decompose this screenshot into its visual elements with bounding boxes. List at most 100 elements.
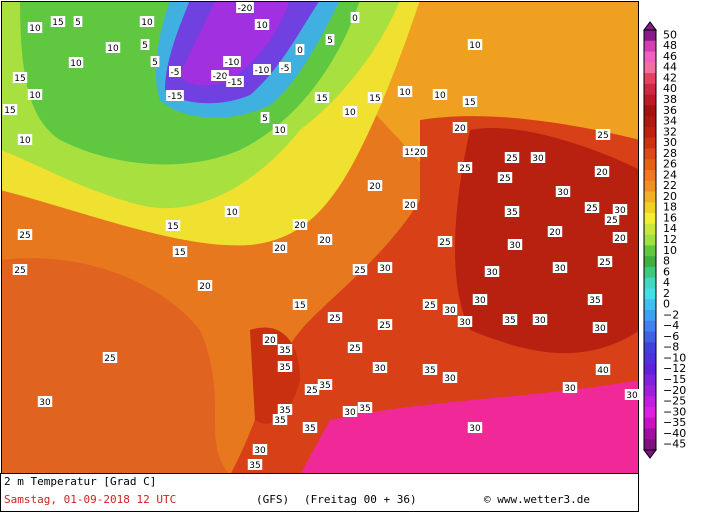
temp-label-box [302, 422, 318, 433]
temp-label: 10 [70, 59, 82, 69]
temp-label: 20 [274, 244, 286, 254]
temp-label-box [402, 199, 418, 210]
temp-label-box [37, 396, 53, 407]
temp-label-box [325, 34, 335, 45]
temp-label: 15 [369, 94, 380, 104]
temp-label-box [367, 92, 383, 103]
temp-label: 30 [509, 241, 521, 251]
legend-label: −4 [663, 319, 679, 332]
temp-label: 15 [294, 301, 305, 311]
legend-label: 28 [663, 147, 677, 160]
legend-label: −2 [663, 308, 679, 321]
temp-label-box [279, 62, 291, 73]
temp-label-box [150, 56, 160, 67]
temp-label: 5 [327, 36, 333, 46]
temp-label: 35 [279, 346, 290, 356]
temp-label: 10 [344, 108, 356, 118]
temp-label-box [595, 129, 611, 140]
temp-label-box [197, 280, 213, 291]
temp-label: 25 [599, 258, 610, 268]
temp-label-box [562, 382, 578, 393]
legend-swatch [644, 40, 656, 53]
temp-label: 30 [486, 268, 498, 278]
legend-swatch [644, 148, 656, 160]
temp-label-box [17, 134, 33, 145]
legend-label: −35 [663, 416, 686, 429]
temp-label-box [504, 152, 520, 163]
temp-label-box [432, 89, 448, 100]
temp-label: 5 [262, 114, 268, 124]
legend-label: 48 [663, 39, 677, 52]
legend-swatch [644, 202, 656, 214]
temp-label-box [472, 294, 488, 305]
temp-label-box [262, 334, 278, 345]
temp-label-box [12, 72, 28, 83]
legend-label: −12 [663, 362, 686, 375]
temp-label: 30 [374, 364, 386, 374]
temp-label: 15 [4, 106, 15, 116]
legend-label: 0 [663, 298, 670, 311]
legend-swatch [644, 331, 656, 343]
temp-label: 20 [414, 148, 426, 158]
temp-label: 30 [614, 206, 626, 216]
legend-swatch [644, 266, 656, 279]
legend-label: 38 [663, 93, 677, 106]
temp-label: 30 [344, 408, 356, 418]
legend-swatch [644, 439, 656, 451]
temp-label-box [347, 342, 363, 353]
legend-swatch [644, 170, 656, 182]
temp-label-box [254, 19, 270, 30]
temp-label-box [592, 322, 608, 333]
temp-label-box [272, 242, 288, 253]
temp-label-box [236, 2, 254, 13]
legend-label: −40 [663, 427, 686, 440]
temp-label-box [68, 57, 84, 68]
temp-label-box [462, 96, 478, 107]
temp-label: 5 [142, 41, 148, 51]
temp-label-box [317, 379, 333, 390]
temp-label-box [172, 246, 188, 257]
temp-label-box [166, 90, 184, 101]
temp-label: 30 [532, 154, 544, 164]
temp-label-box [547, 226, 563, 237]
temp-label-box [17, 229, 33, 240]
legend-swatch [644, 116, 656, 128]
legend-label: 46 [663, 50, 677, 63]
legend-swatch [644, 385, 656, 397]
temp-label-box [587, 294, 603, 305]
temp-label-box [272, 124, 288, 135]
temp-label: 30 [564, 384, 576, 394]
temp-label: 15 [52, 18, 63, 28]
legend-swatch [644, 353, 656, 365]
legend-swatch [644, 94, 656, 106]
temp-label: 35 [319, 381, 330, 391]
temp-label-box [304, 384, 320, 395]
legend-label: −15 [663, 373, 686, 386]
temp-label-box [342, 106, 358, 117]
temp-label-box [165, 220, 181, 231]
temp-label: 35 [359, 404, 370, 414]
temp-label-box [584, 202, 600, 213]
temp-label: 35 [504, 316, 515, 326]
temp-label: 10 [19, 136, 31, 146]
temp-label: 20 [596, 168, 608, 178]
temp-label: 35 [589, 296, 600, 306]
temp-label-box [357, 402, 373, 413]
temp-label-box [342, 406, 358, 417]
temp-label-box [377, 262, 393, 273]
legend-swatch [644, 223, 656, 236]
temp-label: 20 [264, 336, 276, 346]
legend-frame [643, 29, 657, 451]
legend-label: 20 [663, 190, 677, 203]
temp-label: 10 [29, 91, 41, 101]
temp-label: 30 [554, 264, 566, 274]
temp-label: 30 [459, 318, 471, 328]
legend-swatch [644, 396, 656, 408]
legend-swatch [644, 83, 656, 96]
temp-label-box [412, 146, 428, 157]
warm-zone [2, 258, 229, 473]
temp-label: 0 [297, 46, 303, 56]
temp-label-box [467, 422, 483, 433]
temp-label: 25 [104, 354, 115, 364]
